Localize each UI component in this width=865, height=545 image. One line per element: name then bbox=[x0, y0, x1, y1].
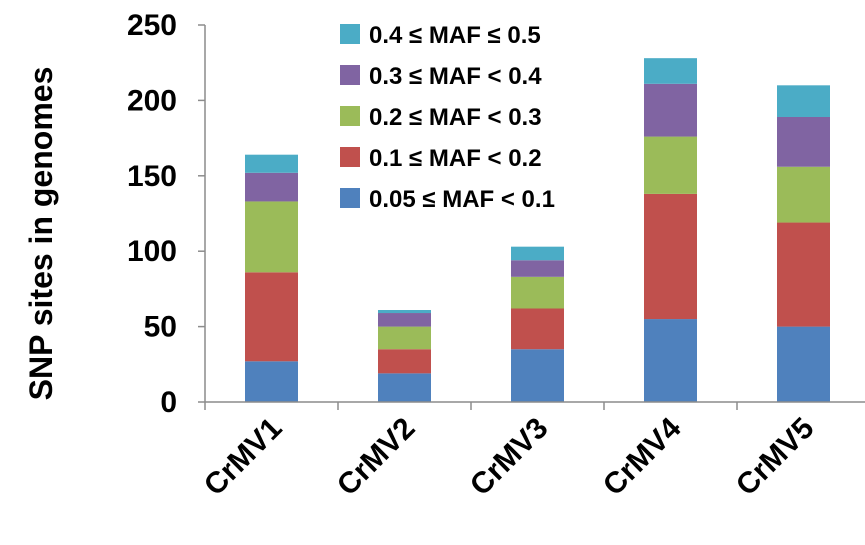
y-tick-label: 250 bbox=[127, 9, 177, 42]
bar-segment bbox=[245, 154, 298, 173]
x-category-label: CrMV5 bbox=[730, 412, 821, 503]
bar-segment bbox=[378, 310, 431, 314]
bar-segment bbox=[777, 166, 830, 223]
y-tick-label: 50 bbox=[144, 311, 177, 344]
legend-swatch bbox=[340, 24, 360, 44]
axes-layer bbox=[198, 24, 865, 410]
bar-segment bbox=[511, 308, 564, 350]
bar-segment bbox=[777, 326, 830, 402]
bar-segment bbox=[777, 222, 830, 327]
bar-segment bbox=[245, 272, 298, 362]
legend-swatch bbox=[340, 65, 360, 85]
bar-segment bbox=[644, 319, 697, 402]
bar-segment bbox=[644, 136, 697, 194]
y-tick-label: 100 bbox=[127, 235, 177, 268]
bar-segment bbox=[245, 172, 298, 202]
bar-segment bbox=[644, 58, 697, 84]
legend-swatch bbox=[340, 188, 360, 208]
legend-label: 0.3 ≤ MAF < 0.4 bbox=[369, 63, 542, 90]
legend-label: 0.4 ≤ MAF ≤ 0.5 bbox=[369, 22, 541, 49]
x-tick-labels: CrMV1 CrMV2 CrMV3 CrMV4 CrMV5 bbox=[198, 411, 821, 502]
x-category-label: CrMV4 bbox=[597, 411, 688, 502]
y-tick-labels: 0 50 100 150 200 250 bbox=[127, 9, 177, 419]
bar-segment bbox=[378, 373, 431, 402]
x-category-label: CrMV3 bbox=[464, 412, 555, 503]
bar-segment bbox=[245, 361, 298, 402]
bar-segment bbox=[777, 116, 830, 167]
y-axis-title: SNP sites in genomes bbox=[23, 67, 59, 401]
bar-segment bbox=[245, 201, 298, 273]
bar-segment bbox=[644, 83, 697, 137]
bar-segment bbox=[378, 349, 431, 374]
y-tick-label: 200 bbox=[127, 84, 177, 117]
y-tick-label: 150 bbox=[127, 160, 177, 193]
bar-segment bbox=[644, 193, 697, 320]
legend-label: 0.2 ≤ MAF < 0.3 bbox=[369, 104, 542, 131]
bar-segment bbox=[777, 85, 830, 117]
bar-segment bbox=[378, 313, 431, 327]
bar-segment bbox=[511, 349, 564, 402]
legend-swatch bbox=[340, 106, 360, 126]
legend-swatch bbox=[340, 147, 360, 167]
bar-segment bbox=[378, 326, 431, 350]
x-category-label: CrMV1 bbox=[198, 412, 289, 503]
y-tick-label: 0 bbox=[160, 386, 177, 419]
bar-segment bbox=[511, 260, 564, 277]
bars-layer bbox=[245, 58, 830, 402]
x-category-label: CrMV2 bbox=[331, 412, 422, 503]
legend-label: 0.1 ≤ MAF < 0.2 bbox=[369, 145, 542, 172]
legend-label: 0.05 ≤ MAF < 0.1 bbox=[369, 186, 555, 213]
legend: 0.4 ≤ MAF ≤ 0.5 0.3 ≤ MAF < 0.4 0.2 ≤ MAF … bbox=[340, 22, 555, 213]
bar-segment bbox=[511, 276, 564, 309]
bar-segment bbox=[511, 246, 564, 261]
